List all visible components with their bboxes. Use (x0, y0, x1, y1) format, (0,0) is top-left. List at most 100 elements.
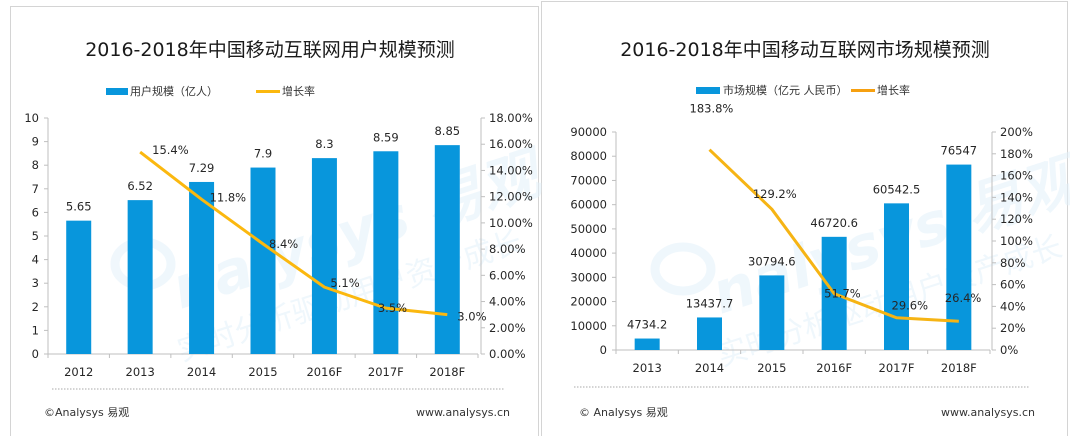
left-y-tick-label: 70000 (570, 173, 607, 187)
right-y-tick-label: 14.00% (489, 163, 533, 177)
x-tick-label: 2015 (248, 365, 277, 379)
left-legend-line-label: 增长率 (282, 84, 315, 98)
left-y-tick-label: 90000 (570, 125, 607, 139)
bar (66, 220, 92, 354)
left-y-tick-label: 5 (32, 229, 39, 243)
left-footer-website: www.analysys.cn (416, 406, 510, 419)
x-tick-label: 2017F (368, 365, 404, 379)
growth-rate-label: 26.4% (945, 291, 982, 305)
right-y-tick-label: 20% (1000, 321, 1026, 335)
bar-value-label: 8.59 (373, 130, 399, 144)
growth-rate-label: 129.2% (753, 187, 797, 201)
right-y-tick-label: 80% (1000, 256, 1026, 270)
bar-value-label: 8.85 (434, 124, 460, 138)
right-y-tick-label: 60% (1000, 278, 1026, 292)
x-tick-label: 2018F (941, 361, 977, 375)
right-y-tick-label: 4.00% (489, 295, 526, 309)
right-legend-bar-label: 市场规模（亿元 人民币） (723, 83, 848, 97)
bar (127, 200, 153, 354)
bar (311, 158, 337, 354)
bar (189, 181, 215, 354)
right-y-tick-label: 140% (1000, 190, 1033, 204)
bar (697, 317, 722, 350)
left-y-tick-label: 9 (32, 135, 39, 149)
bar-value-label: 4734.2 (627, 318, 667, 332)
x-tick-label: 2018F (429, 365, 465, 379)
right-y-tick-label: 180% (1000, 147, 1033, 161)
bar (759, 275, 785, 350)
left-y-tick-label: 0 (600, 343, 607, 357)
right-y-tick-label: 120% (1000, 212, 1033, 226)
left-chart: 2016-2018年中国移动互联网用户规模预测 用户规模（亿人） 增长率 nal… (24, 39, 554, 419)
right-legend-line-label: 增长率 (877, 83, 910, 97)
growth-rate-label: 51.7% (824, 287, 861, 301)
right-plot-area: nalysys 易观实时分析驱动用户资产成长010000200003000040… (570, 102, 1070, 375)
bar-value-label: 30794.6 (748, 254, 796, 268)
left-chart-title: 2016-2018年中国移动互联网用户规模预测 (85, 39, 455, 61)
x-tick-label: 2013 (633, 361, 662, 375)
left-legend-bar-label: 用户规模（亿人） (130, 84, 218, 98)
right-legend-bar-swatch (696, 87, 720, 94)
left-y-tick-label: 6 (32, 205, 39, 219)
x-tick-label: 2014 (187, 365, 216, 379)
right-y-tick-label: 6.00% (489, 268, 526, 282)
growth-rate-label: 3.5% (378, 301, 407, 315)
right-legend-line-swatch (851, 89, 875, 92)
left-y-tick-label: 30000 (570, 270, 607, 284)
growth-rate-label: 15.4% (152, 143, 189, 157)
market-scale-chart-panel (541, 1, 1068, 436)
left-y-tick-label: 1 (32, 323, 39, 337)
right-y-tick-label: 0.00% (489, 347, 526, 361)
x-tick-label: 2013 (126, 365, 155, 379)
bar (373, 151, 399, 354)
left-y-tick-label: 2 (32, 300, 39, 314)
right-footer-website: www.analysys.cn (941, 406, 1035, 419)
right-y-tick-label: 0% (1000, 343, 1018, 357)
right-y-tick-label: 18.00% (489, 111, 533, 125)
left-y-tick-label: 10000 (570, 319, 607, 333)
right-y-tick-label: 16.00% (489, 137, 533, 151)
left-y-tick-label: 20000 (570, 295, 607, 309)
left-footer-copyright: ©Analysys 易观 (44, 406, 129, 419)
x-tick-label: 2012 (64, 365, 93, 379)
x-tick-label: 2016F (816, 361, 852, 375)
left-legend-line-swatch (256, 90, 280, 93)
growth-rate-label: 8.4% (269, 237, 298, 251)
bar-value-label: 5.65 (66, 200, 92, 214)
right-y-tick-label: 10.00% (489, 216, 533, 230)
right-y-tick-label: 2.00% (489, 321, 526, 335)
right-chart-title: 2016-2018年中国移动互联网市场规模预测 (620, 39, 990, 61)
right-y-tick-label: 100% (1000, 234, 1033, 248)
bar (434, 145, 460, 354)
left-y-tick-label: 0 (32, 347, 39, 361)
bar-value-label: 8.3 (315, 137, 333, 151)
right-y-tick-label: 12.00% (489, 190, 533, 204)
right-footer-copyright: © Analysys 易观 (579, 406, 668, 419)
left-plot-area: nalysys 易观实时分析驱动用户资产成长0123456789100.00%2… (24, 111, 554, 379)
x-tick-label: 2014 (695, 361, 724, 375)
bar-value-label: 76547 (941, 144, 978, 158)
left-y-tick-label: 3 (32, 276, 39, 290)
left-y-tick-label: 80000 (570, 149, 607, 163)
left-y-tick-label: 60000 (570, 198, 607, 212)
right-y-tick-label: 200% (1000, 125, 1033, 139)
bar (884, 203, 909, 350)
left-y-tick-label: 50000 (570, 222, 607, 236)
x-tick-label: 2015 (757, 361, 786, 375)
growth-rate-label: 11.8% (210, 190, 247, 204)
left-y-tick-label: 4 (32, 253, 39, 267)
bar-value-label: 46720.6 (810, 216, 858, 230)
left-y-tick-label: 40000 (570, 246, 607, 260)
growth-rate-line (708, 148, 959, 323)
right-y-tick-label: 40% (1000, 299, 1026, 313)
right-y-tick-label: 160% (1000, 169, 1033, 183)
left-y-tick-label: 8 (32, 158, 39, 172)
x-tick-label: 2016F (306, 365, 342, 379)
growth-rate-line (139, 150, 448, 317)
left-y-tick-label: 10 (24, 111, 39, 125)
bar (250, 167, 276, 354)
left-legend-bar-swatch (106, 88, 128, 95)
growth-rate-label: 3.0% (457, 310, 486, 324)
bar (946, 164, 972, 350)
